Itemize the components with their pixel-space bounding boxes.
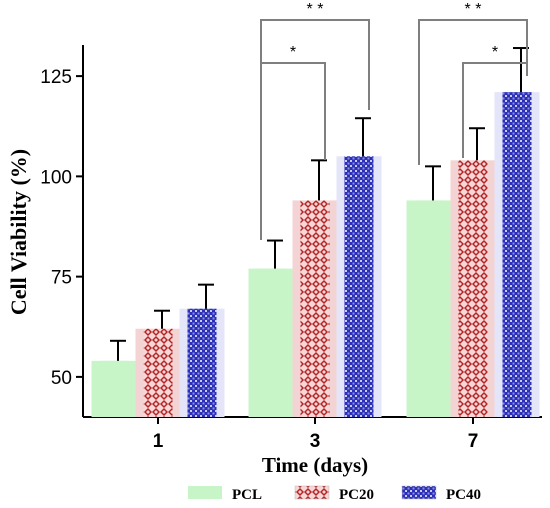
legend-label-pc40: PC40 bbox=[446, 487, 481, 503]
bar-pc40-day-1 bbox=[187, 308, 217, 417]
significance-bracket bbox=[260, 19, 370, 240]
x-tick-label: 3 bbox=[310, 431, 321, 452]
bar-pcl-day-1 bbox=[99, 360, 129, 417]
legend-swatch-pcl bbox=[188, 486, 222, 499]
legend: PCL PC20 PC40 bbox=[188, 485, 481, 503]
bar-pc20-day-1 bbox=[143, 328, 173, 417]
significance-label: * bbox=[492, 44, 498, 61]
legend-label-pc20: PC20 bbox=[339, 487, 374, 503]
y-ticks: 50 75 100 125 bbox=[40, 67, 83, 389]
x-axis-title: Time (days) bbox=[262, 453, 368, 477]
y-tick-label: 125 bbox=[40, 67, 72, 88]
bar-pc20-day-3 bbox=[300, 200, 330, 417]
significance-bracket bbox=[418, 19, 528, 165]
x-tick-label: 1 bbox=[153, 431, 164, 452]
legend-label-pcl: PCL bbox=[232, 487, 262, 503]
y-tick-label: 75 bbox=[51, 268, 72, 289]
significance-label: * * bbox=[465, 1, 482, 18]
bar-pcl-day-7 bbox=[414, 200, 444, 417]
significance-brackets: * * * * * * bbox=[260, 1, 528, 240]
legend-swatch-pc20 bbox=[294, 485, 330, 500]
error-bars bbox=[110, 47, 529, 361]
y-tick-label: 100 bbox=[40, 167, 72, 188]
y-axis-title: Cell Viability (%) bbox=[6, 149, 31, 315]
significance-label: * bbox=[290, 44, 296, 61]
y-tick-label: 50 bbox=[51, 368, 72, 389]
bar-pc20-day-7 bbox=[458, 160, 488, 418]
bar-pc40-day-7 bbox=[502, 92, 532, 417]
bar-pcl-day-3 bbox=[256, 268, 286, 417]
significance-label: * * bbox=[307, 1, 324, 18]
bars bbox=[91, 92, 540, 418]
x-ticks: 1 3 7 bbox=[153, 417, 479, 452]
bar-pc40-day-3 bbox=[344, 156, 374, 417]
x-tick-label: 7 bbox=[468, 431, 479, 452]
legend-swatch-pc40 bbox=[401, 485, 437, 500]
